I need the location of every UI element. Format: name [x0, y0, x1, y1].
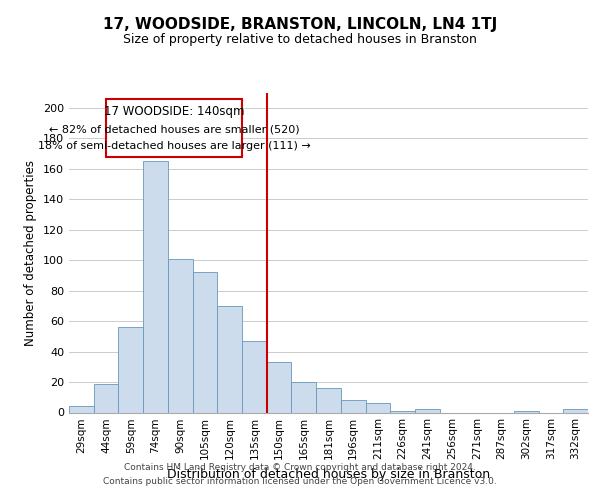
Bar — [242, 341, 267, 412]
Text: Contains HM Land Registry data © Crown copyright and database right 2024.: Contains HM Land Registry data © Crown c… — [124, 464, 476, 472]
Bar — [168, 258, 193, 412]
Bar — [514, 411, 539, 412]
FancyBboxPatch shape — [106, 98, 242, 156]
Text: Contains public sector information licensed under the Open Government Licence v3: Contains public sector information licen… — [103, 477, 497, 486]
Bar — [390, 411, 415, 412]
X-axis label: Distribution of detached houses by size in Branston: Distribution of detached houses by size … — [167, 468, 490, 481]
Y-axis label: Number of detached properties: Number of detached properties — [25, 160, 37, 346]
Text: ← 82% of detached houses are smaller (520): ← 82% of detached houses are smaller (52… — [49, 124, 299, 134]
Bar — [143, 161, 168, 412]
Bar — [292, 382, 316, 412]
Bar — [365, 404, 390, 412]
Bar — [563, 410, 588, 412]
Bar — [415, 410, 440, 412]
Text: Size of property relative to detached houses in Branston: Size of property relative to detached ho… — [123, 32, 477, 46]
Bar — [217, 306, 242, 412]
Bar — [193, 272, 217, 412]
Bar — [316, 388, 341, 412]
Bar — [94, 384, 118, 412]
Bar — [341, 400, 365, 412]
Text: 17, WOODSIDE, BRANSTON, LINCOLN, LN4 1TJ: 17, WOODSIDE, BRANSTON, LINCOLN, LN4 1TJ — [103, 18, 497, 32]
Bar — [69, 406, 94, 412]
Bar — [267, 362, 292, 412]
Bar — [118, 327, 143, 412]
Text: 17 WOODSIDE: 140sqm: 17 WOODSIDE: 140sqm — [104, 104, 244, 118]
Text: 18% of semi-detached houses are larger (111) →: 18% of semi-detached houses are larger (… — [38, 142, 310, 152]
